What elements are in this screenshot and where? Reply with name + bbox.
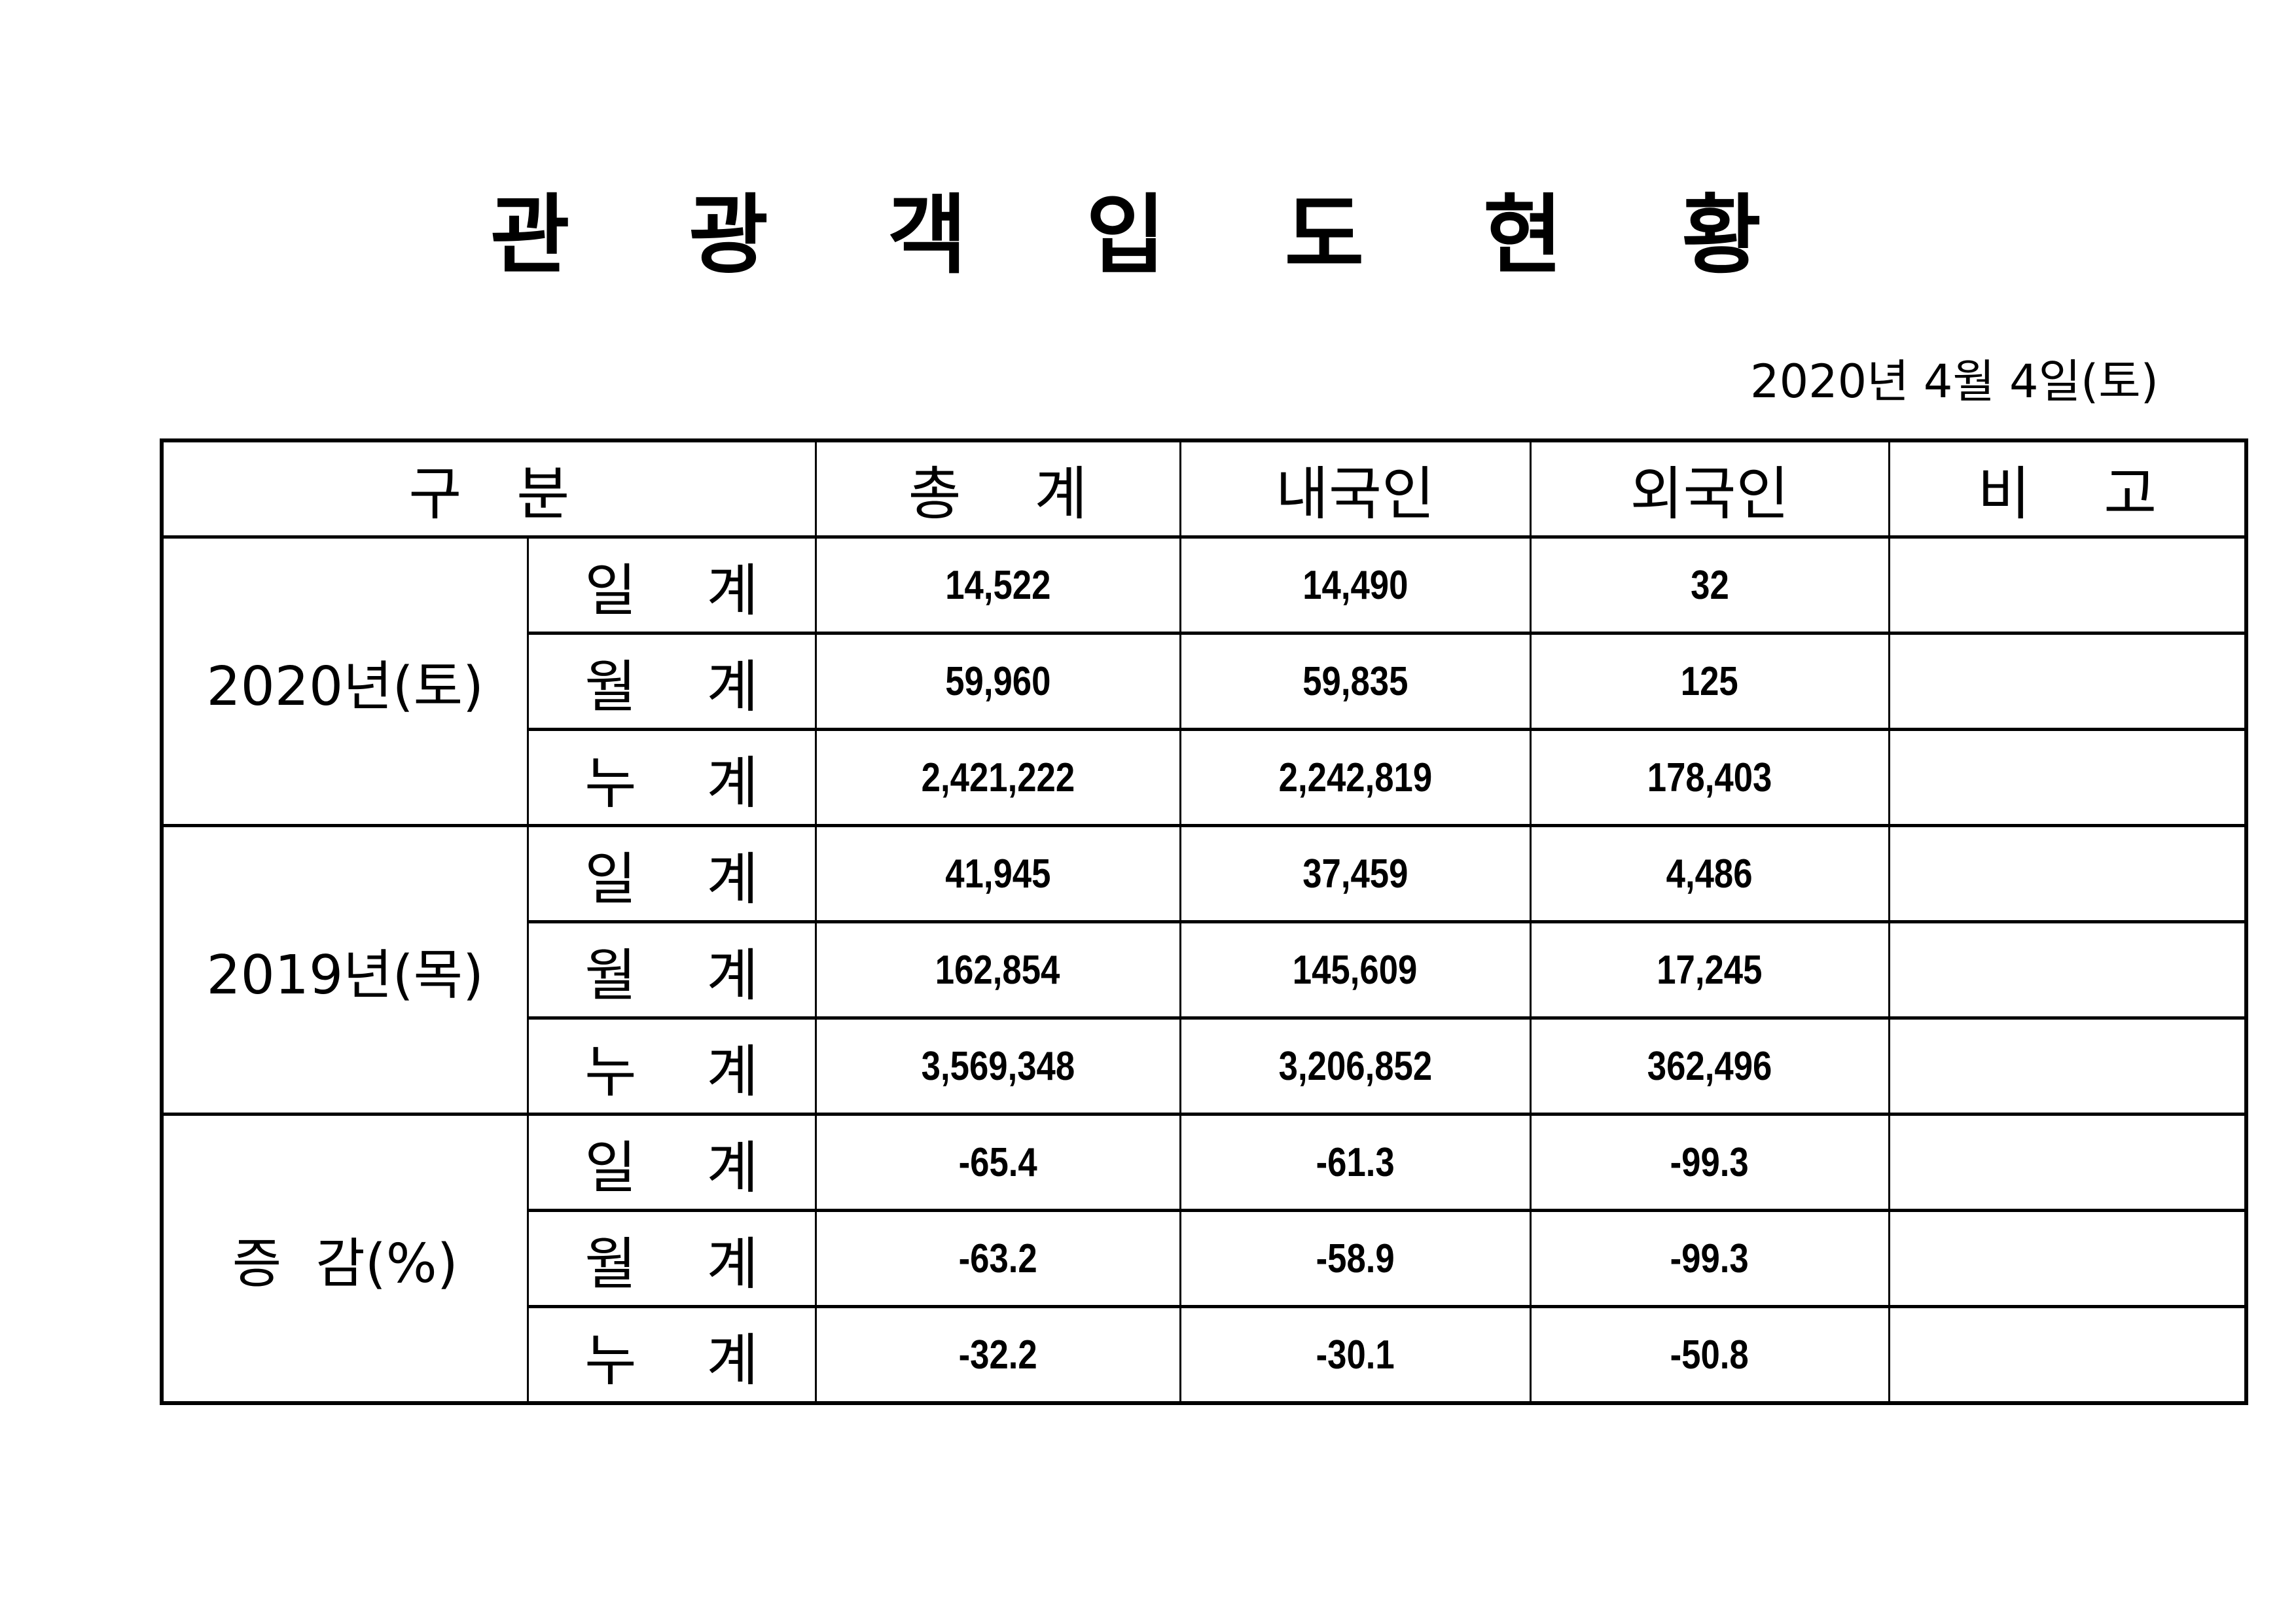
value-foreign: 178,403 — [1647, 755, 1772, 800]
cell-domestic: 2,242,819 — [1179, 728, 1532, 827]
row-label: 월 계 — [526, 920, 817, 1020]
row-label: 월 계 — [526, 632, 817, 731]
cell-domestic: -58.9 — [1179, 1209, 1532, 1308]
header-total: 총 계 — [814, 438, 1181, 539]
cell-note — [1888, 1209, 2248, 1308]
cell-foreign: 32 — [1529, 535, 1890, 635]
cell-total: 14,522 — [814, 535, 1181, 635]
value-total: -63.2 — [958, 1236, 1037, 1281]
value-foreign: 362,496 — [1647, 1043, 1772, 1089]
cell-foreign: -99.3 — [1529, 1209, 1890, 1308]
value-foreign: -50.8 — [1670, 1332, 1749, 1378]
value-domestic: -58.9 — [1316, 1236, 1395, 1281]
cell-domestic: 14,490 — [1179, 535, 1532, 635]
cell-note — [1888, 824, 2248, 923]
cell-total: 59,960 — [814, 632, 1181, 731]
report-date: 2020년 4월 4일(토) — [1750, 355, 2159, 408]
cell-foreign: 4,486 — [1529, 824, 1890, 923]
cell-total: -63.2 — [814, 1209, 1181, 1308]
value-total: -32.2 — [958, 1332, 1037, 1378]
page-title: 관 광 객 입 도 현 황 — [490, 185, 1806, 286]
cell-foreign: 178,403 — [1529, 728, 1890, 827]
value-domestic: -61.3 — [1316, 1139, 1395, 1185]
table-row: 월 계 162,854 145,609 17,245 — [162, 920, 2248, 1020]
cell-note — [1888, 1016, 2248, 1116]
value-total: 3,569,348 — [921, 1043, 1075, 1089]
header-foreign: 외국인 — [1529, 438, 1890, 539]
value-domestic: 3,206,852 — [1278, 1043, 1432, 1089]
value-total: 59,960 — [944, 658, 1051, 704]
cell-note — [1888, 535, 2248, 635]
table-row: 월 계 59,960 59,835 125 — [162, 632, 2248, 731]
row-label: 누 계 — [526, 1016, 817, 1116]
cell-total: 162,854 — [814, 920, 1181, 1020]
cell-foreign: 125 — [1529, 632, 1890, 731]
row-label: 일 계 — [526, 824, 817, 923]
cell-total: -32.2 — [814, 1305, 1181, 1405]
cell-foreign: 17,245 — [1529, 920, 1890, 1020]
value-foreign: 125 — [1681, 658, 1738, 704]
cell-domestic: 3,206,852 — [1179, 1016, 1532, 1116]
cell-note — [1888, 1113, 2248, 1212]
cell-foreign: -50.8 — [1529, 1305, 1890, 1405]
value-domestic: 14,490 — [1302, 562, 1408, 608]
value-foreign: 17,245 — [1657, 947, 1763, 993]
table-row: 증 감(%) 일 계 -65.4 -61.3 -99.3 — [160, 1113, 2248, 1405]
cell-note — [1888, 1305, 2248, 1405]
table-row: 월 계 -63.2 -58.9 -99.3 — [162, 1209, 2248, 1308]
cell-note — [1888, 632, 2248, 731]
table-row: 누 계 -32.2 -30.1 -50.8 — [162, 1305, 2248, 1405]
group-label: 2019년(목) — [160, 824, 529, 1116]
tourist-arrivals-table: 구 분 총 계 내국인 외국인 비 고 2020년(토) 일 계 14,522 14,… — [160, 438, 2248, 1405]
cell-domestic: 145,609 — [1179, 920, 1532, 1020]
value-domestic: 145,609 — [1293, 947, 1418, 993]
cell-foreign: 362,496 — [1529, 1016, 1890, 1116]
value-total: -65.4 — [958, 1139, 1037, 1185]
group-label: 증 감(%) — [160, 1113, 529, 1405]
value-total: 41,945 — [944, 851, 1051, 897]
row-label: 누 계 — [526, 1305, 817, 1405]
cell-total: 3,569,348 — [814, 1016, 1181, 1116]
table-row: 누 계 2,421,222 2,242,819 178,403 — [162, 728, 2248, 827]
value-domestic: 37,459 — [1302, 851, 1408, 897]
cell-domestic: 59,835 — [1179, 632, 1532, 731]
value-foreign: -99.3 — [1670, 1139, 1749, 1185]
header-note: 비 고 — [1888, 438, 2248, 539]
table-row: 2019년(목) 일 계 41,945 37,459 4,486 — [160, 824, 2248, 1116]
table-row: 2020년(토) 일 계 14,522 14,490 32 — [160, 535, 2248, 827]
cell-total: -65.4 — [814, 1113, 1181, 1212]
value-domestic: 2,242,819 — [1278, 755, 1432, 800]
header-row: 구 분 총 계 내국인 외국인 비 고 — [160, 438, 2248, 539]
cell-note — [1888, 920, 2248, 1020]
value-total: 162,854 — [935, 947, 1060, 993]
cell-note — [1888, 728, 2248, 827]
value-foreign: 32 — [1690, 562, 1729, 608]
cell-foreign: -99.3 — [1529, 1113, 1890, 1212]
value-total: 2,421,222 — [921, 755, 1075, 800]
cell-total: 41,945 — [814, 824, 1181, 923]
header-domestic: 내국인 — [1179, 438, 1532, 539]
cell-domestic: -61.3 — [1179, 1113, 1532, 1212]
row-label: 누 계 — [526, 728, 817, 827]
value-total: 14,522 — [944, 562, 1051, 608]
cell-domestic: 37,459 — [1179, 824, 1532, 923]
cell-total: 2,421,222 — [814, 728, 1181, 827]
value-foreign: -99.3 — [1670, 1236, 1749, 1281]
header-category: 구 분 — [160, 438, 817, 539]
value-foreign: 4,486 — [1666, 851, 1753, 897]
row-label: 일 계 — [526, 1113, 817, 1212]
table-row: 누 계 3,569,348 3,206,852 362,496 — [162, 1016, 2248, 1116]
value-domestic: 59,835 — [1302, 658, 1408, 704]
group-label: 2020년(토) — [160, 535, 529, 827]
cell-domestic: -30.1 — [1179, 1305, 1532, 1405]
row-label: 일 계 — [526, 535, 817, 635]
value-domestic: -30.1 — [1316, 1332, 1395, 1378]
row-label: 월 계 — [526, 1209, 817, 1308]
